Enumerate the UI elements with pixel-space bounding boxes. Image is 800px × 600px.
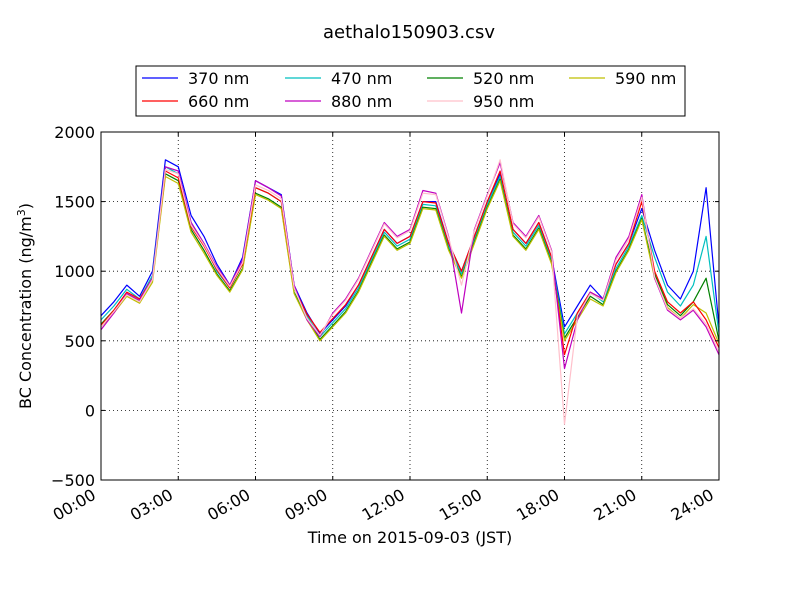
legend-label: 370 nm [188,69,249,88]
x-tick-labels: 00:00 03:00 06:00 09:00 12:00 15:00 18:00 21:00… [50,485,717,525]
legend-label: 590 nm [615,69,676,88]
y-axis-label-superscript: 3 [15,209,28,216]
x-tick-label: 06:00 [204,485,253,525]
y-tick-label: 1000 [54,262,95,281]
y-tick-label: 1500 [54,193,95,212]
y-tick-label: −500 [51,471,95,490]
grid [101,132,719,480]
x-tick-label: 15:00 [436,485,485,525]
x-tick-label: 21:00 [590,485,639,525]
x-tick-label: 00:00 [50,485,99,525]
y-axis-label: BC Concentration (ng/m3) [15,203,36,409]
plot-frame-bg [101,132,719,480]
plot-area [100,131,720,481]
x-tick-label: 18:00 [513,485,562,525]
x-tick-label: 03:00 [127,485,176,525]
y-tick-labels: 2000 1500 1000 500 0 −500 [51,123,95,490]
legend-label: 470 nm [331,69,392,88]
chart-title: aethalo150903.csv [323,22,495,43]
series-line-660-nm [100,170,720,356]
x-axis-label: Time on 2015-09-03 (JST) [307,528,512,547]
legend-label: 520 nm [473,69,534,88]
legend-label: 950 nm [473,92,534,111]
y-tick-label: 500 [64,332,95,351]
y-tick-label: 2000 [54,123,95,142]
legend-label: 880 nm [331,92,392,111]
x-tick-label: 12:00 [359,485,408,525]
series-line-950-nm [100,159,720,425]
y-axis-label-main: BC Concentration (ng/m [16,216,35,409]
x-tick-label: 09:00 [281,485,330,525]
y-axis-label-suffix: ) [16,203,35,209]
legend: 370 nm 470 nm 520 nm 590 nm 660 nm 880 nm 950 … [135,65,686,117]
ticks [100,131,720,481]
series-line-590-nm [100,175,720,344]
legend-frame [135,65,686,117]
x-tick-label: 24:00 [668,485,717,525]
legend-label: 660 nm [188,92,249,111]
y-tick-label: 0 [85,401,95,420]
series-lines [100,159,720,425]
